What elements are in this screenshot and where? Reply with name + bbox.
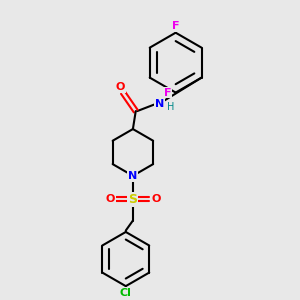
Text: F: F [164, 88, 171, 98]
Text: O: O [116, 82, 125, 92]
Text: H: H [167, 102, 175, 112]
Text: S: S [128, 193, 137, 206]
Text: N: N [155, 99, 165, 109]
Text: F: F [172, 21, 179, 32]
Text: O: O [151, 194, 160, 204]
Text: Cl: Cl [119, 288, 131, 298]
Text: O: O [105, 194, 115, 204]
Text: N: N [128, 171, 137, 181]
